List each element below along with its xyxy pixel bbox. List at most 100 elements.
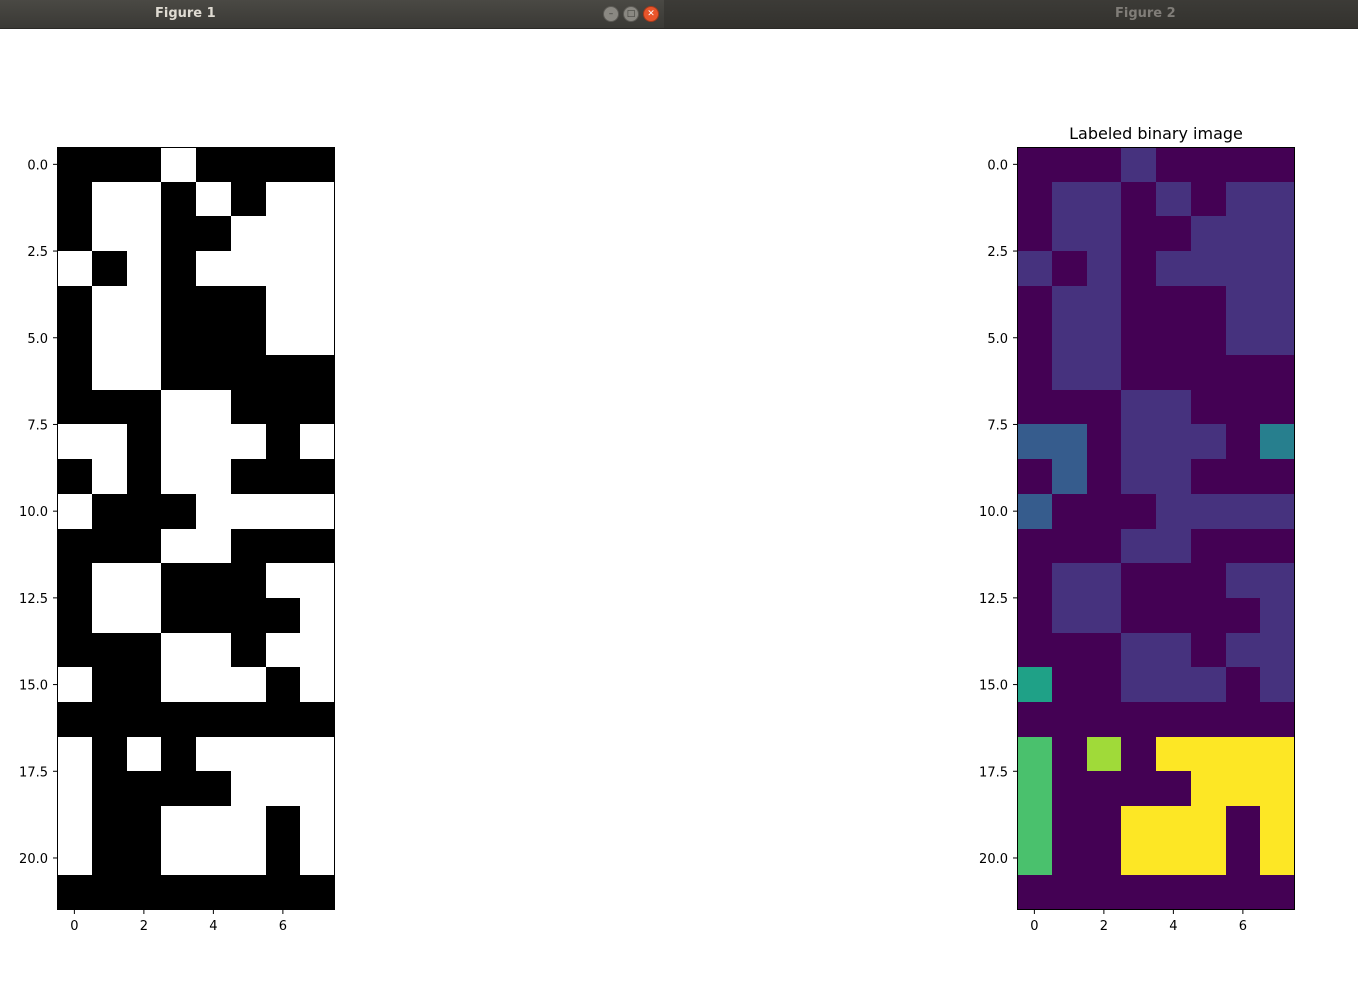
heatmap-cell <box>1017 771 1052 806</box>
heatmap-cell <box>266 563 300 598</box>
heatmap-cell <box>161 494 196 529</box>
heatmap-cell <box>1121 182 1156 216</box>
heatmap-cell <box>161 390 196 424</box>
minimize-button[interactable]: – <box>603 6 619 22</box>
heatmap-cell <box>1260 633 1295 667</box>
heatmap-cell <box>196 286 231 320</box>
heatmap-cell <box>1017 494 1052 529</box>
heatmap-cell <box>1226 702 1260 737</box>
heatmap-cell <box>57 494 92 529</box>
heatmap-cell <box>266 355 300 390</box>
heatmap-cell <box>231 251 266 286</box>
heatmap-cell <box>127 424 161 459</box>
heatmap-cell <box>1260 355 1295 390</box>
heatmap-cell <box>231 494 266 529</box>
close-button[interactable]: ✕ <box>643 6 659 22</box>
figure-1-titlebar[interactable]: Figure 1 – □ ✕ <box>0 0 664 29</box>
heatmap-cell <box>300 667 335 702</box>
heatmap-cell <box>57 355 92 390</box>
x-tick-label: 0 <box>1030 919 1038 934</box>
heatmap-cell <box>127 494 161 529</box>
heatmap-cell <box>127 182 161 216</box>
heatmap-cell <box>1156 147 1191 182</box>
heatmap-cell <box>1121 737 1156 771</box>
close-icon: ✕ <box>647 9 655 19</box>
heatmap-cell <box>196 875 231 910</box>
heatmap-cell <box>266 875 300 910</box>
window-title: Figure 2 <box>1115 6 1176 21</box>
y-tick-label: 7.5 <box>987 418 1008 433</box>
y-tick-label: 10.0 <box>979 505 1008 520</box>
heatmap-cell <box>196 251 231 286</box>
heatmap-cell <box>1191 459 1226 494</box>
heatmap-cell <box>1156 494 1191 529</box>
heatmap-cell <box>57 771 92 806</box>
heatmap-cell <box>1191 529 1226 563</box>
heatmap-cell <box>127 875 161 910</box>
heatmap-cell <box>127 147 161 182</box>
heatmap-cell <box>161 771 196 806</box>
heatmap-cell <box>92 424 127 459</box>
heatmap-cell <box>57 182 92 216</box>
heatmap-cell <box>161 147 196 182</box>
heatmap-cell <box>231 598 266 633</box>
heatmap-cell <box>1191 563 1226 598</box>
heatmap-cell <box>1156 563 1191 598</box>
heatmap-cell <box>1087 667 1121 702</box>
heatmap-cell <box>266 147 300 182</box>
heatmap-cell <box>266 841 300 875</box>
heatmap-cell <box>1087 459 1121 494</box>
heatmap-cell <box>1087 875 1121 910</box>
x-tick-label: 6 <box>1239 919 1247 934</box>
heatmap-cell <box>57 737 92 771</box>
heatmap-cell <box>57 424 92 459</box>
heatmap-cell <box>1226 286 1260 320</box>
heatmap-cell <box>161 286 196 320</box>
heatmap-cell <box>92 563 127 598</box>
figure-2-titlebar[interactable]: Figure 2 <box>664 0 1358 29</box>
x-tick-label: 2 <box>140 919 148 934</box>
heatmap-cell <box>1226 771 1260 806</box>
heatmap-cell <box>1087 182 1121 216</box>
heatmap-cell <box>1052 355 1087 390</box>
heatmap-cell <box>1260 216 1295 251</box>
heatmap-cell <box>1087 355 1121 390</box>
heatmap-cell <box>161 875 196 910</box>
heatmap-cell <box>1226 875 1260 910</box>
heatmap-cell <box>161 667 196 702</box>
heatmap-cell <box>1052 806 1087 841</box>
heatmap-cell <box>1052 216 1087 251</box>
heatmap-cell <box>231 771 266 806</box>
heatmap-cell <box>1017 633 1052 667</box>
heatmap-cell <box>1087 390 1121 424</box>
heatmap-cell <box>57 286 92 320</box>
heatmap-cell <box>57 633 92 667</box>
heatmap-cell <box>1121 806 1156 841</box>
heatmap-cell <box>266 667 300 702</box>
heatmap-cell <box>300 286 335 320</box>
heatmap-cell <box>1052 494 1087 529</box>
maximize-button[interactable]: □ <box>623 6 639 22</box>
heatmap-cell <box>1087 806 1121 841</box>
heatmap-cell <box>300 216 335 251</box>
heatmap-cell <box>161 459 196 494</box>
heatmap-cell <box>127 771 161 806</box>
heatmap-cell <box>92 147 127 182</box>
heatmap-cell <box>57 216 92 251</box>
heatmap-cell <box>300 598 335 633</box>
heatmap-cell <box>300 424 335 459</box>
heatmap-cell <box>1087 633 1121 667</box>
heatmap-cell <box>92 320 127 355</box>
heatmap-cell <box>266 633 300 667</box>
heatmap-cell <box>266 702 300 737</box>
y-tick-label: 12.5 <box>19 592 48 607</box>
heatmap-cell <box>266 598 300 633</box>
heatmap-cell <box>92 598 127 633</box>
y-tick-label: 2.5 <box>987 245 1008 260</box>
heatmap-cell <box>196 216 231 251</box>
heatmap-cell <box>300 529 335 563</box>
heatmap-cell <box>231 147 266 182</box>
heatmap-cell <box>161 737 196 771</box>
heatmap-cell <box>1121 216 1156 251</box>
heatmap-cell <box>196 147 231 182</box>
